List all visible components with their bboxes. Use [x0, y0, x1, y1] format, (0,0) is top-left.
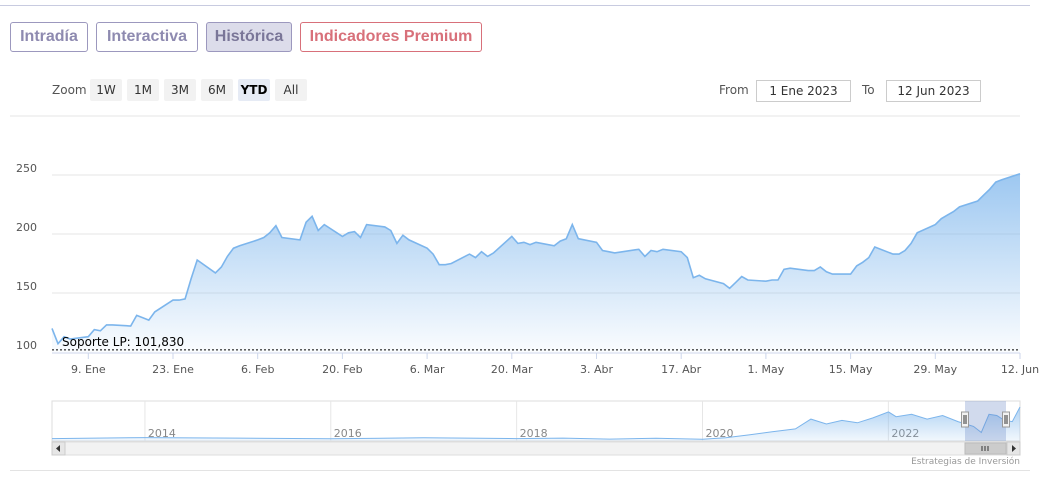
x-tick-label: 20. Feb: [322, 363, 362, 376]
zoom-1w-button[interactable]: 1W: [90, 79, 122, 101]
x-tick-label: 29. May: [913, 363, 957, 376]
navigator-tick-label: 2020: [705, 427, 733, 440]
navigator-tick-label: 2014: [148, 427, 176, 440]
chart-gridlines: [10, 115, 1020, 294]
navigator-tick-label: 2018: [520, 427, 548, 440]
navigator-scrollbar-track: [51, 441, 1021, 456]
navigator-selection: [965, 401, 1006, 441]
bottom-divider: [10, 470, 1030, 471]
navigator-handle-left: [961, 411, 969, 428]
x-tick-label: 6. Mar: [410, 363, 445, 376]
zoom-6m-button[interactable]: 6M: [201, 79, 233, 101]
support-plot-line: Soporte LP: 101,830: [52, 335, 1020, 351]
chevron-right-icon: [1012, 445, 1016, 452]
range-to-label: To: [862, 83, 875, 97]
top-divider: [0, 5, 1030, 6]
chart-credits: Estrategias de Inversión: [911, 457, 1020, 467]
series-line: [51, 173, 1021, 346]
tab-intradia[interactable]: Intradía: [10, 22, 88, 52]
range-to-input[interactable]: 12 Jun 2023: [886, 80, 981, 102]
x-tick-label: 6. Feb: [241, 363, 274, 376]
range-from-input[interactable]: 1 Ene 2023: [756, 80, 851, 102]
zoom-ytd-button[interactable]: YTD: [238, 79, 270, 101]
zoom-3m-button[interactable]: 3M: [164, 79, 196, 101]
y-tick-label: 250: [16, 162, 37, 175]
y-tick-label: 150: [16, 280, 37, 293]
navigator: 2014 2016 2018 2020 2022: [51, 400, 1021, 456]
zoom-label: Zoom: [52, 83, 87, 97]
navigator-handle-right: [1002, 411, 1010, 428]
navigator-tick-label: 2016: [334, 427, 362, 440]
tab-indicadores-premium[interactable]: Indicadores Premium: [300, 22, 482, 52]
zoom-all-button[interactable]: All: [275, 79, 307, 101]
y-axis: 100 150 200 250: [16, 162, 37, 352]
scroll-right-button: [1006, 441, 1021, 456]
x-tick-label: 9. Ene: [71, 363, 106, 376]
series-area: [52, 173, 1020, 352]
x-axis: 9. Ene 23. Ene 6. Feb 20. Feb 6. Mar 20. Mar 3…: [52, 352, 1039, 376]
x-tick-label: 15. May: [829, 363, 873, 376]
scrollbar-thumb: [964, 442, 1007, 455]
navigator-frame: [51, 400, 1021, 442]
y-tick-label: 200: [16, 221, 37, 234]
support-line-label: Soporte LP: 101,830: [62, 335, 184, 349]
zoom-1m-button[interactable]: 1M: [127, 79, 159, 101]
navigator-tick-label: 2022: [891, 427, 919, 440]
tab-interactiva[interactable]: Interactiva: [96, 22, 198, 52]
x-tick-label: 3. Abr: [580, 363, 613, 376]
chevron-left-icon: [56, 445, 60, 452]
x-tick-label: 23. Ene: [152, 363, 194, 376]
navigator-area: [52, 407, 1020, 441]
x-tick-label: 1. May: [748, 363, 785, 376]
x-tick-label: 17. Abr: [661, 363, 701, 376]
scroll-left-button: [51, 441, 66, 456]
x-tick-label: 20. Mar: [491, 363, 533, 376]
x-tick-label: 12. Jun: [1001, 363, 1039, 376]
range-from-label: From: [719, 83, 749, 97]
tab-historica[interactable]: Histórica: [206, 22, 292, 52]
y-tick-label: 100: [16, 339, 37, 352]
navigator-line: [51, 406, 1021, 440]
